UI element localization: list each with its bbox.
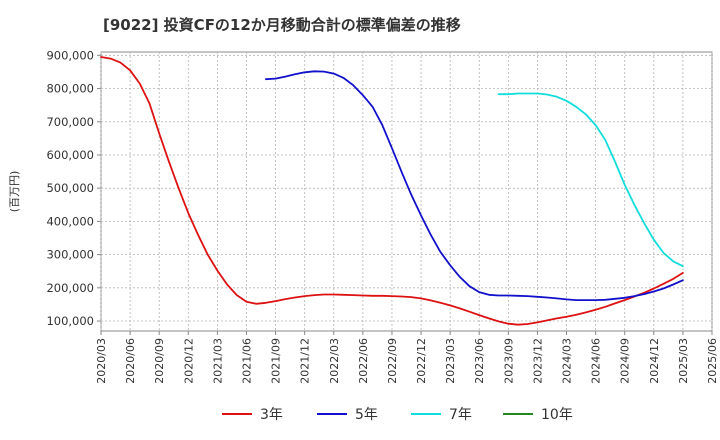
plot-area — [100, 51, 713, 332]
legend-label-3: 7年 — [449, 407, 472, 423]
x-tick-label: 2022/12 — [415, 338, 428, 384]
x-tick-label: 2020/03 — [95, 338, 108, 384]
x-tick-label: 2023/12 — [531, 338, 544, 384]
x-tick-label: 2020/09 — [153, 338, 166, 384]
y-tick-label: 300,000 — [46, 248, 94, 262]
x-tick-label: 2022/06 — [357, 338, 370, 384]
x-tick-label: 2021/03 — [211, 338, 224, 384]
x-tick-label: 2023/03 — [444, 338, 457, 384]
x-tick-label: 2021/12 — [299, 338, 312, 384]
x-tick-label: 2020/12 — [182, 338, 195, 384]
x-tick-label: 2025/06 — [706, 338, 719, 384]
y-tick-label: 100,000 — [46, 314, 94, 328]
x-tick-label: 2022/03 — [328, 338, 341, 384]
x-tick-label: 2024/03 — [561, 338, 574, 384]
x-tick-label: 2025/03 — [677, 338, 690, 384]
y-tick-label: 900,000 — [46, 48, 94, 62]
x-tick-label: 2024/09 — [619, 338, 632, 384]
y-tick-label: 200,000 — [46, 281, 94, 295]
legend-label-2: 5年 — [355, 407, 378, 423]
y-tick-label: 800,000 — [46, 82, 94, 96]
legend-label-4: 10年 — [541, 407, 573, 423]
x-tick-label: 2023/06 — [473, 338, 486, 384]
x-tick-label: 2021/06 — [240, 338, 253, 384]
x-tick-label: 2020/06 — [124, 338, 137, 384]
x-tick-label: 2024/12 — [648, 338, 661, 384]
series-line-3 — [497, 92, 684, 268]
y-tick-label: 600,000 — [46, 148, 94, 162]
x-tick-label: 2021/09 — [270, 338, 283, 384]
series-line-1 — [100, 56, 684, 326]
chart-title: [9022] 投資CFの12か月移動合計の標準偏差の推移 — [103, 16, 461, 34]
y-tick-label: 700,000 — [46, 115, 94, 129]
y-tick-label: 500,000 — [46, 181, 94, 195]
y-tick-label: 400,000 — [46, 214, 94, 228]
y-axis-label: (百万円) — [8, 171, 21, 213]
series-line-2 — [264, 70, 684, 302]
x-tick-label: 2022/09 — [386, 338, 399, 384]
x-tick-label: 2024/06 — [590, 338, 603, 384]
x-tick-label: 2023/09 — [502, 338, 515, 384]
legend-label-1: 3年 — [260, 407, 283, 423]
